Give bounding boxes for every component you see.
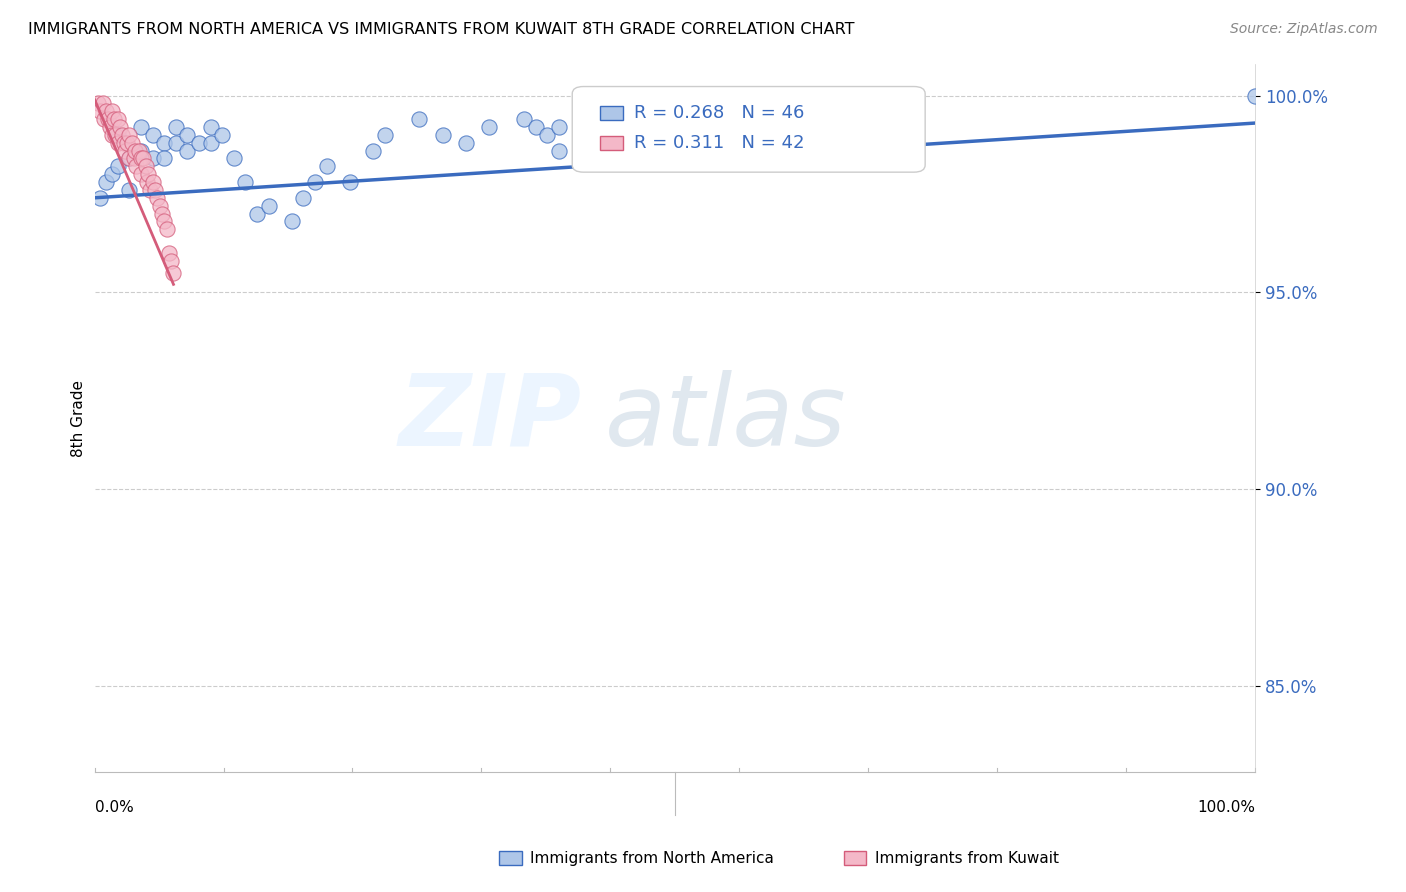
Point — [107, 112, 129, 127]
Point — [142, 175, 165, 189]
Point — [165, 120, 187, 134]
Point — [128, 144, 150, 158]
Point — [165, 136, 187, 150]
Point — [547, 144, 569, 158]
Point — [139, 183, 162, 197]
Point — [118, 183, 141, 197]
Point — [103, 112, 125, 127]
Point — [118, 152, 141, 166]
Point — [98, 120, 121, 134]
Point — [211, 128, 233, 142]
Text: 100.0%: 100.0% — [1197, 800, 1256, 815]
Point — [101, 104, 124, 119]
Point — [108, 120, 131, 134]
Point — [155, 222, 177, 236]
Point — [115, 136, 138, 150]
Point — [89, 191, 111, 205]
Point — [257, 199, 280, 213]
Point — [93, 112, 115, 127]
Point — [675, 136, 697, 150]
Point — [339, 175, 361, 189]
Point — [246, 206, 269, 220]
Point — [125, 159, 148, 173]
Text: Source: ZipAtlas.com: Source: ZipAtlas.com — [1230, 22, 1378, 37]
Point — [432, 128, 454, 142]
Point — [153, 136, 176, 150]
Point — [315, 159, 337, 173]
Text: atlas: atlas — [605, 369, 846, 467]
Point — [122, 152, 145, 166]
Point — [664, 144, 686, 158]
Point — [142, 152, 165, 166]
Point — [89, 104, 111, 119]
Point — [148, 199, 170, 213]
Text: ZIP: ZIP — [399, 369, 582, 467]
Point — [160, 253, 183, 268]
Point — [107, 136, 129, 150]
Point — [176, 144, 198, 158]
Point — [536, 128, 558, 142]
Point — [91, 96, 114, 111]
Point — [150, 206, 173, 220]
Point — [114, 144, 136, 158]
Point — [112, 136, 135, 150]
Point — [524, 120, 547, 134]
Point — [157, 245, 180, 260]
Point — [571, 136, 593, 150]
Point — [118, 128, 141, 142]
Point — [513, 112, 536, 127]
Point — [454, 136, 477, 150]
Point — [129, 167, 152, 181]
Text: R = 0.311   N = 42: R = 0.311 N = 42 — [634, 134, 804, 152]
Point — [547, 120, 569, 134]
Point — [142, 128, 165, 142]
Point — [162, 266, 184, 280]
Point — [135, 175, 157, 189]
Point — [101, 167, 124, 181]
Point — [153, 214, 176, 228]
Point — [686, 128, 709, 142]
Point — [132, 152, 155, 166]
Point — [135, 159, 157, 173]
Point — [129, 152, 152, 166]
Point — [222, 152, 245, 166]
Point — [374, 128, 396, 142]
Point — [121, 136, 143, 150]
Point — [129, 144, 152, 158]
Point — [97, 112, 120, 127]
Point — [478, 120, 501, 134]
Point — [107, 128, 129, 142]
Point — [96, 104, 118, 119]
Point — [200, 136, 222, 150]
Point — [200, 120, 222, 134]
Point — [118, 152, 141, 166]
Point — [107, 159, 129, 173]
Point — [136, 167, 159, 181]
Point — [153, 152, 176, 166]
Point — [101, 128, 124, 142]
Y-axis label: 8th Grade: 8th Grade — [72, 380, 86, 457]
Text: IMMIGRANTS FROM NORTH AMERICA VS IMMIGRANTS FROM KUWAIT 8TH GRADE CORRELATION CH: IMMIGRANTS FROM NORTH AMERICA VS IMMIGRA… — [28, 22, 855, 37]
Point — [304, 175, 326, 189]
Point — [361, 144, 384, 158]
Point — [176, 128, 198, 142]
Point — [96, 175, 118, 189]
Text: Immigrants from North America: Immigrants from North America — [530, 851, 773, 865]
Point — [111, 128, 134, 142]
Point — [235, 175, 257, 189]
Point — [281, 214, 304, 228]
Text: Immigrants from Kuwait: Immigrants from Kuwait — [875, 851, 1059, 865]
Point — [1244, 88, 1267, 103]
Point — [129, 120, 152, 134]
Point — [143, 183, 166, 197]
Text: R = 0.268   N = 46: R = 0.268 N = 46 — [634, 104, 804, 122]
Point — [188, 136, 211, 150]
Point — [124, 144, 146, 158]
Point — [104, 128, 127, 142]
Text: 0.0%: 0.0% — [94, 800, 134, 815]
Point — [87, 96, 110, 111]
Point — [408, 112, 430, 127]
Point — [292, 191, 315, 205]
Point — [146, 191, 169, 205]
